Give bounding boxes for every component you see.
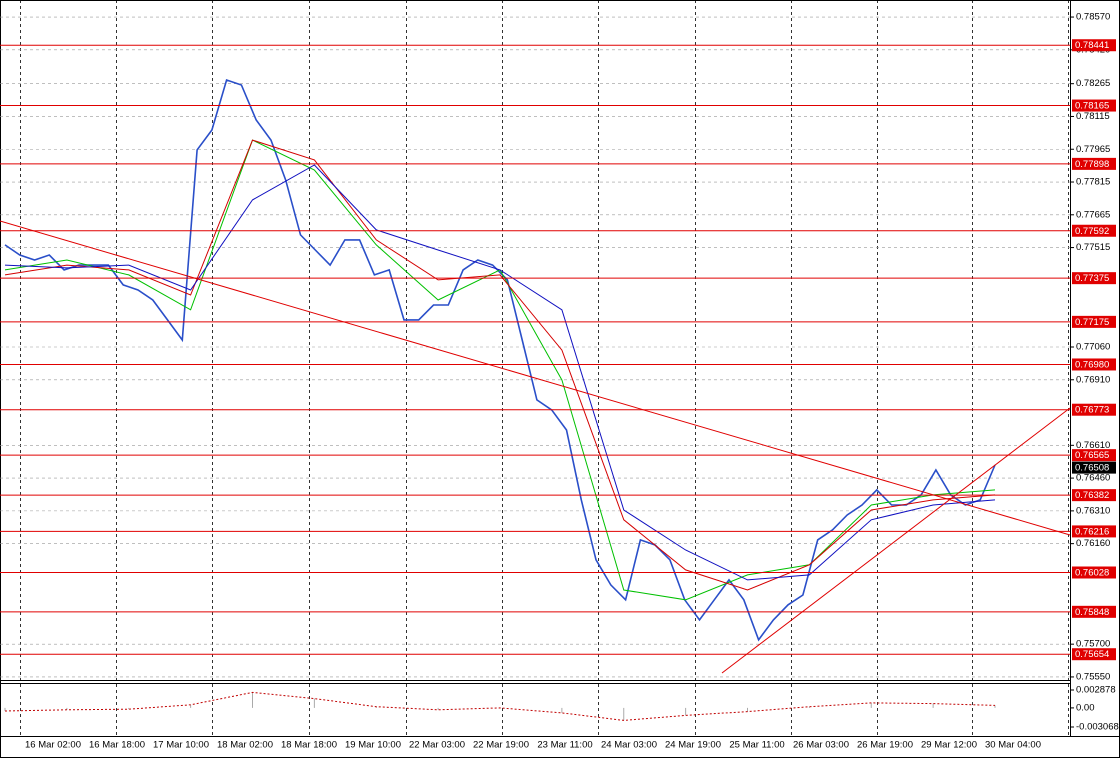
y-tick-label: 0.77515 bbox=[1076, 242, 1110, 253]
level-label-box bbox=[1072, 39, 1116, 52]
level-label: 0.76216 bbox=[1075, 526, 1109, 537]
x-tick-label: 19 Mar 10:00 bbox=[345, 740, 401, 751]
x-tick-label: 29 Mar 12:00 bbox=[921, 740, 977, 751]
x-tick-label: 24 Mar 19:00 bbox=[665, 740, 721, 751]
axis: 0.785700.784200.782650.781150.779650.778… bbox=[25, 12, 1119, 751]
trend-line bbox=[0, 220, 1071, 536]
osc-signal bbox=[4, 691, 996, 721]
level-label-box bbox=[1072, 99, 1116, 112]
current-price-label: 0.76508 bbox=[1075, 463, 1109, 474]
x-tick-label: 26 Mar 03:00 bbox=[793, 740, 849, 751]
y-tick-label: 0.76910 bbox=[1076, 374, 1110, 385]
level-label-box bbox=[1072, 224, 1116, 237]
level-label: 0.77375 bbox=[1075, 273, 1109, 284]
level-label-box bbox=[1072, 315, 1116, 328]
y-tick-label: 0.76610 bbox=[1076, 440, 1110, 451]
x-tick-label: 18 Mar 18:00 bbox=[281, 740, 337, 751]
y-tick-label: 0.75550 bbox=[1076, 671, 1110, 682]
level-label: 0.78165 bbox=[1075, 101, 1109, 112]
y-tick-label: 0.77815 bbox=[1076, 177, 1110, 188]
y-tick-label: 0.77060 bbox=[1076, 342, 1110, 353]
x-tick-label: 25 Mar 11:00 bbox=[729, 740, 784, 751]
y-tick-label: 0.78115 bbox=[1076, 111, 1110, 122]
y-tick-label: 0.76160 bbox=[1076, 538, 1110, 549]
level-label-box bbox=[1072, 605, 1116, 618]
x-tick-label: 30 Mar 04:00 bbox=[985, 740, 1041, 751]
y-tick-label: 0.78570 bbox=[1076, 12, 1110, 23]
y-tick-label: 0.75700 bbox=[1076, 639, 1110, 650]
level-label: 0.76382 bbox=[1075, 490, 1109, 501]
osc-tick-label: 0.002878 bbox=[1076, 685, 1116, 696]
x-tick-label: 22 Mar 03:00 bbox=[409, 740, 465, 751]
level-label: 0.76773 bbox=[1075, 405, 1109, 416]
level-label: 0.75848 bbox=[1075, 607, 1109, 618]
x-tick-label: 22 Mar 19:00 bbox=[473, 740, 529, 751]
level-label: 0.76980 bbox=[1075, 359, 1109, 370]
level-label: 0.78441 bbox=[1075, 40, 1109, 51]
x-tick-label: 24 Mar 03:00 bbox=[601, 740, 657, 751]
level-label-box bbox=[1072, 272, 1116, 285]
moving-average bbox=[4, 139, 996, 591]
x-tick-label: 26 Mar 19:00 bbox=[857, 740, 913, 751]
y-tick-label: 0.77665 bbox=[1076, 209, 1110, 220]
plot bbox=[0, 16, 1070, 721]
level-label-box bbox=[1072, 157, 1116, 170]
y-tick-label: 0.77965 bbox=[1076, 144, 1110, 155]
x-tick-label: 16 Mar 02:00 bbox=[25, 740, 81, 751]
x-tick-label: 17 Mar 10:00 bbox=[153, 740, 209, 751]
level-label-box bbox=[1072, 566, 1116, 579]
level-label-box bbox=[1072, 525, 1116, 538]
y-tick-label: 0.76460 bbox=[1076, 473, 1110, 484]
level-label-box bbox=[1072, 358, 1116, 371]
level-label: 0.77898 bbox=[1075, 159, 1109, 170]
x-tick-label: 18 Mar 02:00 bbox=[217, 740, 273, 751]
level-label: 0.75654 bbox=[1075, 649, 1109, 660]
level-label: 0.77592 bbox=[1075, 226, 1109, 237]
level-label-box bbox=[1072, 489, 1116, 502]
y-tick-label: 0.76310 bbox=[1076, 505, 1110, 516]
moving-average bbox=[4, 164, 996, 581]
y-tick-label: 0.78265 bbox=[1076, 78, 1110, 89]
level-label: 0.76028 bbox=[1075, 568, 1109, 579]
level-label-box bbox=[1072, 449, 1116, 462]
osc-tick-label: 0.00 bbox=[1076, 702, 1095, 713]
trend-line bbox=[721, 407, 1071, 674]
level-label-box bbox=[1072, 648, 1116, 661]
level-label-box bbox=[1072, 403, 1116, 416]
level-label: 0.77175 bbox=[1075, 317, 1109, 328]
x-tick-label: 16 Mar 18:00 bbox=[89, 740, 145, 751]
x-tick-label: 23 Mar 11:00 bbox=[537, 740, 592, 751]
osc-tick-label: -0.003068 bbox=[1076, 722, 1119, 733]
level-label: 0.76565 bbox=[1075, 450, 1109, 461]
current-price-box bbox=[1072, 461, 1116, 474]
